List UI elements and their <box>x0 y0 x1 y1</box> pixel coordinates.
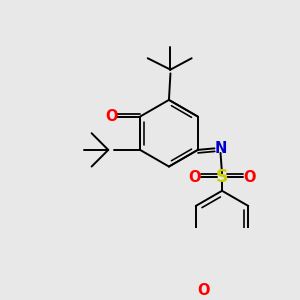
Text: N: N <box>214 141 227 156</box>
Text: O: O <box>188 170 201 185</box>
Text: O: O <box>198 283 210 298</box>
Text: O: O <box>105 109 118 124</box>
Text: S: S <box>216 168 228 186</box>
Text: O: O <box>243 170 256 185</box>
